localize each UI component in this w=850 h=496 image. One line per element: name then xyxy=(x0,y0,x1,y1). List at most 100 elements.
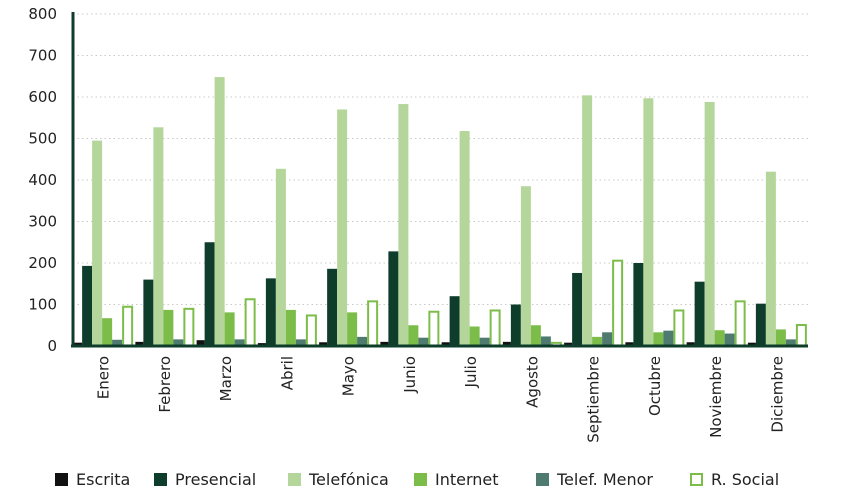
bar-r-social-mayo xyxy=(367,300,379,348)
bar-escrita-julio xyxy=(441,342,450,346)
bar-telef-menor-septiembre xyxy=(602,332,613,346)
bar-internet-febrero xyxy=(163,309,174,346)
x-category-label: Febrero xyxy=(156,356,174,413)
legend-item-escrita: Escrita xyxy=(55,470,130,489)
bar-internet-diciembre xyxy=(775,329,786,346)
bars xyxy=(74,77,807,348)
bar-group-julio xyxy=(441,131,501,348)
legend-swatch xyxy=(414,473,427,486)
bar-internet-noviembre xyxy=(714,330,725,346)
bar-presencial-mayo xyxy=(327,268,338,346)
bar-presencial-octubre xyxy=(633,263,644,346)
bar-internet-julio xyxy=(469,326,480,346)
legend-swatch xyxy=(536,473,549,486)
bar-presencial-agosto xyxy=(510,304,521,346)
bar-r-social-julio xyxy=(489,309,501,348)
bar-escrita-diciembre xyxy=(747,342,756,346)
bar-telef-menor-mayo xyxy=(357,336,368,346)
legend: Escrita Presencial Telefónica Internet Telef… xyxy=(0,470,850,496)
bar-telef-nica-noviembre xyxy=(704,101,715,346)
bar-telef-nica-enero xyxy=(92,140,103,346)
bar-internet-agosto xyxy=(530,325,541,346)
bar-presencial-enero xyxy=(82,265,93,346)
bar-internet-septiembre xyxy=(592,336,603,346)
gridlines xyxy=(73,13,808,305)
bar-r-social-septiembre xyxy=(612,259,624,347)
bar-r-social-enero xyxy=(122,305,134,347)
bar-group-enero xyxy=(74,140,134,347)
bar-telef-nica-febrero xyxy=(153,127,164,346)
bar-internet-enero xyxy=(102,318,113,346)
legend-label: Telefónica xyxy=(309,470,389,489)
legend-swatch xyxy=(154,473,167,486)
y-tick-label: 300 xyxy=(28,213,57,231)
y-tick-label: 500 xyxy=(28,130,57,148)
bar-r-social-abril xyxy=(305,314,317,347)
bar-escrita-junio xyxy=(380,341,389,346)
bar-presencial-diciembre xyxy=(755,303,766,346)
bar-escrita-agosto xyxy=(502,341,511,346)
bar-escrita-enero xyxy=(74,342,83,346)
bar-escrita-noviembre xyxy=(686,342,695,346)
bar-internet-junio xyxy=(408,325,419,346)
x-category-label: Abril xyxy=(278,356,296,390)
x-category-label: Marzo xyxy=(217,356,235,401)
bar-group-febrero xyxy=(135,127,195,348)
bar-r-social-marzo xyxy=(244,298,256,347)
x-category-label: Enero xyxy=(95,356,113,399)
bar-telef-menor-enero xyxy=(112,339,123,346)
bar-telef-menor-febrero xyxy=(173,339,184,346)
x-category-label: Junio xyxy=(401,356,419,394)
x-category-label: Diciembre xyxy=(768,356,786,433)
bar-telef-nica-marzo xyxy=(214,77,225,346)
bar-r-social-febrero xyxy=(183,307,195,348)
bar-escrita-febrero xyxy=(135,341,144,346)
bar-presencial-marzo xyxy=(204,242,215,346)
bar-telef-nica-abril xyxy=(275,168,286,346)
bar-internet-marzo xyxy=(224,312,235,346)
y-tick-label: 200 xyxy=(28,254,57,272)
bar-chart: 0 100 200 300 400 500 600 700 800 Enero Febrero Ma… xyxy=(28,5,808,443)
bar-presencial-septiembre xyxy=(572,272,583,346)
x-category-label: Agosto xyxy=(523,356,541,408)
bar-presencial-febrero xyxy=(143,279,154,346)
y-tick-label: 400 xyxy=(28,171,57,189)
bar-group-mayo xyxy=(319,109,379,348)
bar-presencial-julio xyxy=(449,296,460,346)
legend-item-telef-menor: Telef. Menor xyxy=(536,470,653,489)
bar-group-agosto xyxy=(502,186,562,348)
bar-telef-nica-diciembre xyxy=(765,171,776,346)
bar-r-social-junio xyxy=(428,310,440,348)
x-category-label: Noviembre xyxy=(707,356,725,438)
bar-telef-nica-junio xyxy=(398,104,409,347)
bar-r-social-octubre xyxy=(673,309,685,348)
bar-telef-nica-octubre xyxy=(643,98,654,347)
bar-telef-menor-diciembre xyxy=(785,339,796,346)
bar-escrita-marzo xyxy=(196,340,205,346)
y-tick-label: 700 xyxy=(28,47,57,65)
legend-label: Telef. Menor xyxy=(557,470,653,489)
bar-group-septiembre xyxy=(564,95,624,347)
bar-escrita-septiembre xyxy=(564,342,573,346)
bar-escrita-mayo xyxy=(319,342,328,346)
legend-item-r-social: R. Social xyxy=(690,470,779,489)
axes xyxy=(71,12,808,348)
legend-swatch xyxy=(690,473,703,486)
bar-group-marzo xyxy=(196,77,256,347)
legend-label: R. Social xyxy=(711,470,780,489)
bar-telef-menor-octubre xyxy=(663,330,674,346)
bar-telef-nica-julio xyxy=(459,131,470,346)
bar-group-abril xyxy=(257,168,317,347)
legend-label: Escrita xyxy=(76,470,131,489)
bar-escrita-octubre xyxy=(625,342,634,346)
bar-telef-menor-agosto xyxy=(540,336,551,346)
y-tick-label: 100 xyxy=(28,296,57,314)
x-category-label: Octubre xyxy=(646,356,664,416)
bar-telef-menor-marzo xyxy=(234,339,245,346)
bar-r-social-diciembre xyxy=(795,324,807,348)
bar-presencial-junio xyxy=(388,251,399,346)
bar-group-octubre xyxy=(625,98,685,348)
bar-telef-nica-mayo xyxy=(337,109,348,346)
y-tick-label: 0 xyxy=(47,337,57,355)
bar-telef-menor-noviembre xyxy=(724,333,735,346)
